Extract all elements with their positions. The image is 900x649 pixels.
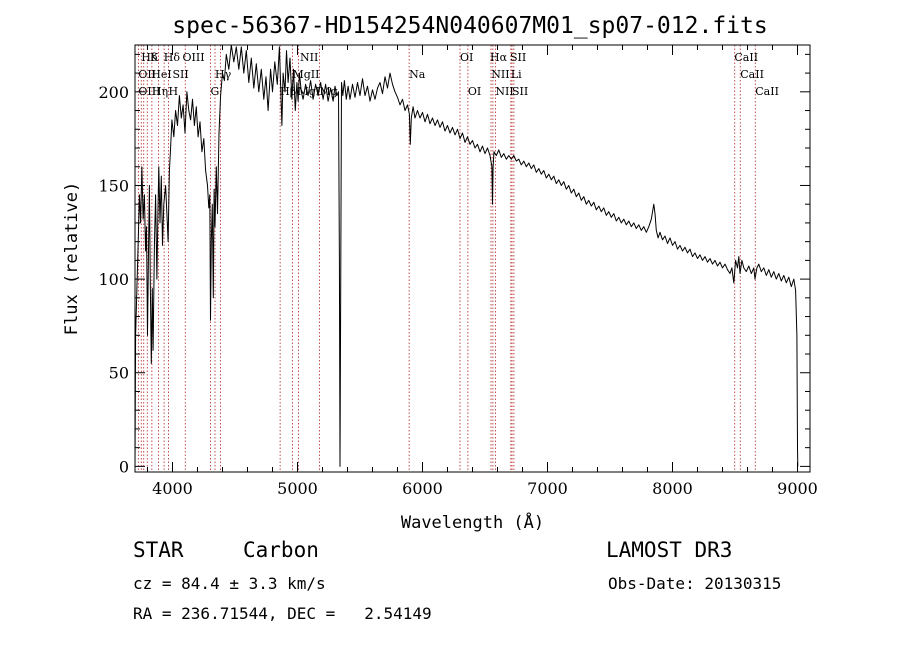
line-label: OII: [138, 68, 156, 81]
line-label: Li: [511, 68, 522, 81]
line-label: CaII: [734, 51, 758, 64]
y-tick-label: 100: [98, 270, 129, 289]
line-label: OIII: [183, 51, 205, 64]
series-group: [134, 44, 799, 467]
y-tick-label: 200: [98, 83, 129, 102]
y-axis-label: Flux (relative): [62, 182, 82, 336]
x-tick-label: 7000: [527, 479, 568, 498]
line-label: H: [169, 85, 179, 98]
line-label: OIII: [138, 85, 160, 98]
object-subclass: Carbon: [243, 538, 319, 562]
plot-frame: [134, 44, 811, 473]
line-label: SII: [173, 68, 189, 81]
y-tick-label: 50: [109, 364, 129, 383]
y-tick-label: 0: [119, 457, 129, 476]
y-tick-label: 150: [98, 176, 129, 195]
x-tick-label: 9000: [777, 479, 818, 498]
x-tick-label: 5000: [277, 479, 318, 498]
survey-name: LAMOST DR3: [606, 538, 733, 562]
x-axis-label: Wavelength (Å): [401, 511, 544, 533]
line-label: OI: [468, 85, 481, 98]
spectrum-series: [134, 44, 799, 467]
axis-ticks: 4000 5000 6000 7000 8000 9000 0 50 100 150 200: [98, 45, 818, 498]
line-label: K: [150, 51, 159, 64]
spectrum-chart: spec-56367-HD154254N040607M01_sp07-012.f…: [62, 13, 818, 533]
line-label: CaII: [755, 85, 779, 98]
redshift-value: cz = 84.4 ± 3.3 km/s: [133, 574, 326, 593]
line-label: HeI: [151, 68, 171, 81]
x-tick-label: 4000: [152, 479, 193, 498]
line-label: G: [211, 85, 220, 98]
line-label: SII: [512, 85, 528, 98]
line-label: NII: [495, 85, 513, 98]
line-label: Hδ: [164, 51, 181, 64]
line-markers: [137, 45, 756, 472]
x-tick-label: 8000: [652, 479, 693, 498]
coordinates: RA = 236.71544, DEC = 2.54149: [133, 604, 432, 623]
object-class: STAR: [133, 538, 184, 562]
chart-title: spec-56367-HD154254N040607M01_sp07-012.f…: [172, 13, 767, 39]
line-label: NII: [491, 68, 509, 81]
line-label: MgII: [293, 68, 320, 81]
line-label: Na: [409, 68, 426, 81]
line-label: OI: [460, 51, 473, 64]
line-label: CaII: [740, 68, 764, 81]
line-label: Hα: [490, 51, 508, 64]
observation-date: Obs-Date: 20130315: [608, 574, 782, 593]
line-label: NII: [300, 51, 318, 64]
x-tick-label: 6000: [402, 479, 443, 498]
line-label: SII: [510, 51, 526, 64]
line-label: Hδ: [141, 51, 158, 64]
line-label: Hη: [152, 85, 168, 98]
